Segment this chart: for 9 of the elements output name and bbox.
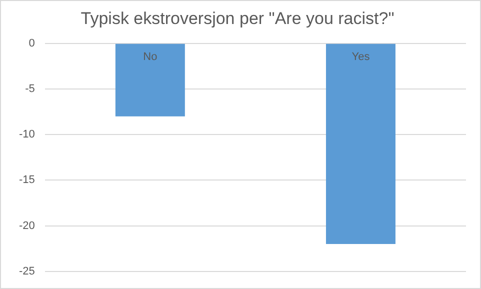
x-tick-label: Yes (352, 50, 370, 63)
y-tick-label: -5 (25, 83, 35, 96)
y-tick-label: 0 (28, 37, 35, 50)
y-tick-label: -15 (18, 174, 35, 186)
y-tick-label: -25 (18, 265, 35, 278)
y-tick-label: -20 (18, 220, 35, 232)
chart-title: Typisk ekstroversjon per "Are you racist?" (80, 8, 394, 28)
x-tick-label: No (143, 50, 158, 63)
y-tick-label: -10 (18, 128, 35, 141)
